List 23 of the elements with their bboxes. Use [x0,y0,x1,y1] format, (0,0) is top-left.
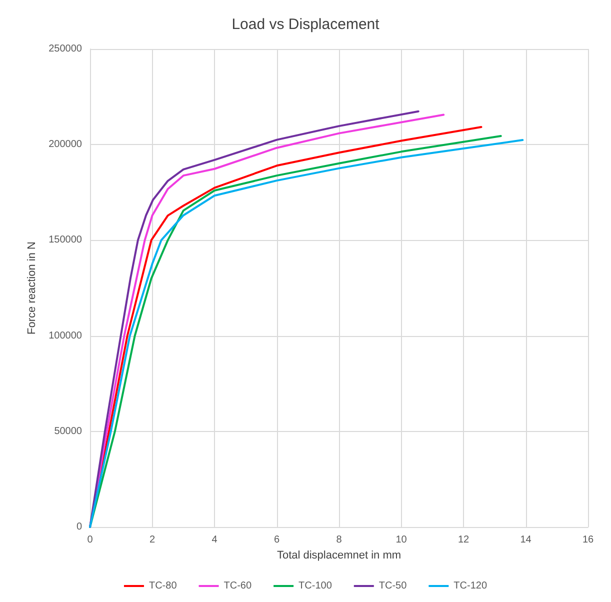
x-tick-label: 0 [87,534,94,546]
x-tick-label: 4 [212,534,218,546]
legend-label: TC-120 [454,580,488,592]
y-tick-label: 200000 [48,139,82,150]
y-axis-title: Force reaction in N [26,241,38,334]
y-tick-label: 250000 [48,44,82,54]
legend-label: TC-80 [148,580,178,592]
x-tick-label: 6 [274,534,280,546]
x-tick-label: 12 [458,534,470,546]
chart-title: Load vs Displacement [232,16,380,33]
x-axis-title: Total displacemnet in mm [276,549,402,562]
x-tick-label: 10 [396,534,408,546]
x-tick-label: 2 [149,534,156,546]
legend-label: TC-60 [224,580,252,592]
y-tick-label: 50000 [54,426,82,437]
legend-label: TC-100 [298,580,332,592]
y-tick-label: 0 [76,522,82,532]
y-tick-label: 150000 [48,234,82,246]
x-tick-label: 16 [582,534,594,546]
x-tick-label: 8 [336,534,342,546]
x-tick-label: 14 [520,534,532,546]
legend-label: TC-50 [378,580,408,592]
y-tick-label: 100000 [48,330,82,342]
